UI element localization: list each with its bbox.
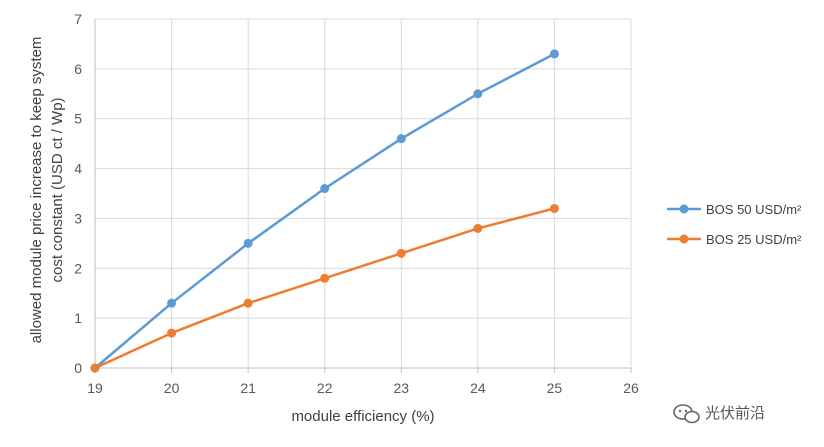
data-point xyxy=(167,328,177,338)
x-tick-label: 26 xyxy=(623,380,639,396)
x-tick-label: 21 xyxy=(240,380,256,396)
x-tick-label: 20 xyxy=(164,380,180,396)
axes xyxy=(94,19,632,373)
data-point xyxy=(90,363,100,373)
data-point xyxy=(320,184,330,194)
legend-label: BOS 25 USD/m² xyxy=(706,232,802,247)
watermark-text: 光伏前沿 xyxy=(705,404,765,422)
y-tick-label: 4 xyxy=(74,161,82,177)
y-axis-ticks: 0 1 2 3 4 5 6 7 xyxy=(74,11,82,376)
data-point xyxy=(243,298,253,308)
y-axis-title-line-2: cost constant (USD ct / Wp) xyxy=(49,97,66,282)
data-point xyxy=(549,49,559,59)
watermark: 光伏前沿 xyxy=(673,404,765,424)
data-point xyxy=(396,248,406,258)
y-axis-title-line-1: allowed module price increase to keep sy… xyxy=(28,37,45,344)
series xyxy=(90,49,559,373)
legend-marker xyxy=(679,234,689,244)
x-tick-label: 19 xyxy=(87,380,103,396)
legend-item: BOS 50 USD/m² xyxy=(667,202,802,217)
data-point xyxy=(320,273,330,283)
data-point xyxy=(549,203,559,213)
x-axis-ticks: 19 20 21 22 23 24 25 26 xyxy=(87,380,639,396)
data-point xyxy=(396,134,406,144)
x-axis-title: module efficiency (%) xyxy=(291,408,434,425)
legend-label: BOS 50 USD/m² xyxy=(706,202,802,217)
y-tick-label: 2 xyxy=(74,260,82,276)
data-point xyxy=(167,298,177,308)
x-tick-label: 23 xyxy=(393,380,409,396)
wechat-icon xyxy=(673,404,700,424)
y-tick-label: 7 xyxy=(74,11,82,27)
data-point xyxy=(243,238,253,248)
series-2 xyxy=(90,203,559,373)
data-point xyxy=(473,223,483,233)
y-tick-label: 1 xyxy=(74,310,82,326)
x-tick-label: 25 xyxy=(547,380,563,396)
grid xyxy=(95,18,632,368)
x-tick-label: 24 xyxy=(470,380,486,396)
x-tick-label: 22 xyxy=(317,380,333,396)
legend-marker xyxy=(679,204,689,214)
y-tick-label: 3 xyxy=(74,210,82,226)
legend-item: BOS 25 USD/m² xyxy=(667,232,802,247)
y-tick-label: 5 xyxy=(74,111,82,127)
legend: BOS 50 USD/m² BOS 25 USD/m² xyxy=(667,202,802,247)
data-point xyxy=(473,89,483,99)
y-tick-label: 6 xyxy=(74,61,82,77)
y-tick-label: 0 xyxy=(74,360,82,376)
